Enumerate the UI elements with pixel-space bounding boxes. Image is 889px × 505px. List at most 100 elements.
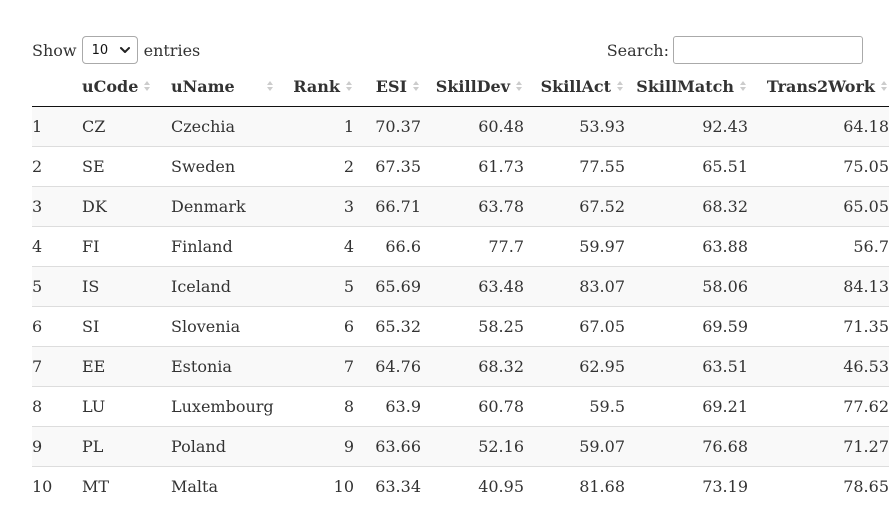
table-row: 2 SE Sweden 2 67.35 61.73 77.55 65.51 75.05 <box>32 146 889 187</box>
cell-row-index: 2 <box>32 146 82 187</box>
cell-esi: 63.9 <box>354 386 421 427</box>
cell-row-index: 6 <box>32 306 82 347</box>
column-header-skillmatch[interactable]: SkillMatch <box>625 66 748 107</box>
cell-skilldev: 40.95 <box>421 466 524 505</box>
cell-skillmatch: 73.19 <box>625 466 748 505</box>
cell-row-index: 4 <box>32 226 82 267</box>
cell-ucode: SE <box>82 146 171 187</box>
cell-trans2work: 46.53 <box>748 346 889 387</box>
cell-skillact: 83.07 <box>524 266 625 307</box>
cell-skillact: 77.55 <box>524 146 625 187</box>
cell-rank: 4 <box>284 226 354 267</box>
cell-trans2work: 64.18 <box>748 106 889 147</box>
cell-skilldev: 52.16 <box>421 426 524 467</box>
cell-ucode: DK <box>82 186 171 227</box>
cell-skillmatch: 63.51 <box>625 346 748 387</box>
cell-skillmatch: 68.32 <box>625 186 748 227</box>
cell-skillmatch: 92.43 <box>625 106 748 147</box>
table-row: 5 IS Iceland 5 65.69 63.48 83.07 58.06 84.13 <box>32 266 889 307</box>
cell-uname: Czechia <box>171 106 284 147</box>
cell-row-index: 5 <box>32 266 82 307</box>
cell-skillact: 59.5 <box>524 386 625 427</box>
show-label: Show <box>32 40 77 60</box>
cell-esi: 66.71 <box>354 186 421 227</box>
cell-rank: 9 <box>284 426 354 467</box>
cell-skilldev: 60.48 <box>421 106 524 147</box>
cell-esi: 63.34 <box>354 466 421 505</box>
cell-row-index: 7 <box>32 346 82 387</box>
column-header-label: Rank <box>293 76 340 96</box>
cell-trans2work: 77.62 <box>748 386 889 427</box>
cell-rank: 7 <box>284 346 354 387</box>
column-header-label: uName <box>171 76 235 96</box>
page-length-select[interactable]: 10 <box>81 36 138 64</box>
cell-skillmatch: 63.88 <box>625 226 748 267</box>
cell-trans2work: 75.05 <box>748 146 889 187</box>
cell-skillmatch: 69.59 <box>625 306 748 347</box>
column-header-label: SkillAct <box>540 76 611 96</box>
cell-skillact: 59.97 <box>524 226 625 267</box>
column-header-ucode[interactable]: uCode <box>82 66 171 107</box>
table-row: 1 CZ Czechia 1 70.37 60.48 53.93 92.43 64.18 <box>32 106 889 147</box>
column-header-rank[interactable]: Rank <box>284 66 354 107</box>
sort-both-icon <box>738 79 748 93</box>
cell-uname: Denmark <box>171 186 284 227</box>
cell-esi: 65.69 <box>354 266 421 307</box>
table-row: 7 EE Estonia 7 64.76 68.32 62.95 63.51 46.53 <box>32 346 889 387</box>
column-header-trans2work[interactable]: Trans2Work <box>748 66 889 107</box>
cell-row-index: 8 <box>32 386 82 427</box>
cell-row-index: 9 <box>32 426 82 467</box>
cell-skillmatch: 69.21 <box>625 386 748 427</box>
sort-both-icon <box>615 79 625 93</box>
cell-skilldev: 63.48 <box>421 266 524 307</box>
cell-esi: 64.76 <box>354 346 421 387</box>
entries-label: entries <box>143 40 201 60</box>
sort-both-icon <box>411 79 421 93</box>
cell-row-index: 3 <box>32 186 82 227</box>
sort-both-icon <box>265 79 275 93</box>
chevron-down-icon <box>119 47 130 53</box>
sort-both-icon <box>879 79 889 93</box>
sort-both-icon <box>142 79 152 93</box>
cell-rank: 1 <box>284 106 354 147</box>
column-header-label: uCode <box>82 76 139 96</box>
cell-esi: 67.35 <box>354 146 421 187</box>
cell-skillact: 59.07 <box>524 426 625 467</box>
column-header-label: Trans2Work <box>766 76 875 96</box>
column-header-uname[interactable]: uName <box>171 66 284 107</box>
column-header-label: ESI <box>375 76 407 96</box>
table-controls: Show 10 entries Search: <box>32 35 863 65</box>
cell-skilldev: 60.78 <box>421 386 524 427</box>
column-header-index <box>32 66 82 107</box>
cell-skilldev: 63.78 <box>421 186 524 227</box>
cell-ucode: LU <box>82 386 171 427</box>
cell-ucode: EE <box>82 346 171 387</box>
cell-uname: Estonia <box>171 346 284 387</box>
cell-rank: 2 <box>284 146 354 187</box>
table-body: 1 CZ Czechia 1 70.37 60.48 53.93 92.43 64.18 2 SE S… <box>32 106 889 505</box>
sort-both-icon <box>514 79 524 93</box>
cell-uname: Sweden <box>171 146 284 187</box>
cell-ucode: PL <box>82 426 171 467</box>
cell-uname: Poland <box>171 426 284 467</box>
cell-ucode: CZ <box>82 106 171 147</box>
column-header-skillact[interactable]: SkillAct <box>524 66 625 107</box>
cell-rank: 10 <box>284 466 354 505</box>
column-header-esi[interactable]: ESI <box>354 66 421 107</box>
cell-skilldev: 68.32 <box>421 346 524 387</box>
cell-skillact: 81.68 <box>524 466 625 505</box>
table-row: 8 LU Luxembourg 8 63.9 60.78 59.5 69.21 77.62 <box>32 386 889 427</box>
cell-skilldev: 77.7 <box>421 226 524 267</box>
column-header-label: SkillMatch <box>636 76 734 96</box>
cell-rank: 6 <box>284 306 354 347</box>
cell-esi: 63.66 <box>354 426 421 467</box>
sort-both-icon <box>344 79 354 93</box>
column-header-skilldev[interactable]: SkillDev <box>421 66 524 107</box>
cell-row-index: 10 <box>32 466 82 505</box>
cell-ucode: MT <box>82 466 171 505</box>
cell-skillmatch: 76.68 <box>625 426 748 467</box>
data-table: uCode uName Rank ESI SkillDev SkillAct S… <box>32 66 889 505</box>
column-header-label: SkillDev <box>435 76 510 96</box>
search-input[interactable] <box>673 36 863 64</box>
cell-esi: 66.6 <box>354 226 421 267</box>
